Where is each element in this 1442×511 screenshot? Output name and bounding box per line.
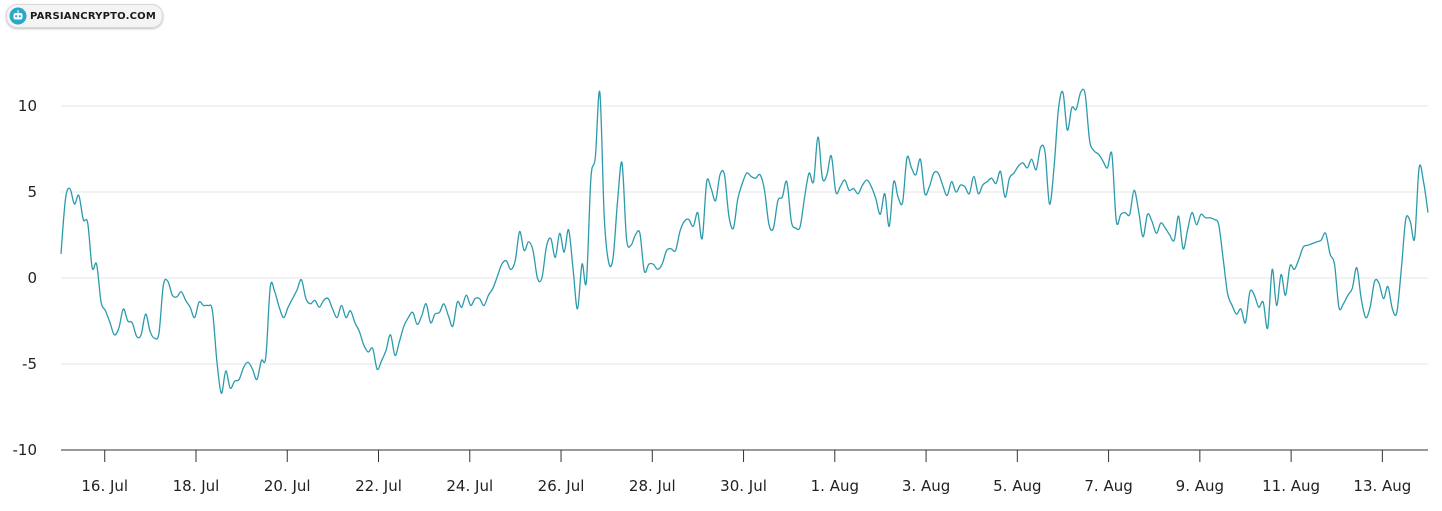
x-tick-label: 7. Aug [1084,477,1132,495]
x-tick-label: 13. Aug [1353,477,1411,495]
x-tick-label: 30. Jul [720,477,767,495]
robot-head-icon [9,7,27,25]
y-tick-label: 10 [18,97,37,115]
watermark-text: PARSIANCRYPTO.COM [30,10,157,22]
x-tick-label: 20. Jul [264,477,311,495]
x-tick-label: 22. Jul [355,477,402,495]
y-tick-label: -10 [13,441,38,459]
x-tick-label: 5. Aug [993,477,1041,495]
x-tick-label: 9. Aug [1176,477,1224,495]
x-tick-label: 26. Jul [538,477,585,495]
y-axis-labels: -10 -5 0 5 10 [13,97,38,459]
x-tick-label: 11. Aug [1262,477,1320,495]
x-tick-label: 18. Jul [173,477,220,495]
x-tick-label: 24. Jul [446,477,493,495]
x-tick-label: 3. Aug [902,477,950,495]
y-tick-label: 5 [27,183,37,201]
x-axis-ticks: 16. Jul 18. Jul 20. Jul 22. Jul 24. Jul 26. J… [81,450,1411,495]
series-line [60,88,1429,394]
y-tick-label: 0 [27,269,37,287]
gridlines [61,105,1428,365]
x-tick-label: 16. Jul [81,477,128,495]
x-tick-label: 28. Jul [629,477,676,495]
y-tick-label: -5 [22,355,37,373]
watermark-badge: PARSIANCRYPTO.COM [6,4,164,28]
x-tick-label: 1. Aug [811,477,859,495]
